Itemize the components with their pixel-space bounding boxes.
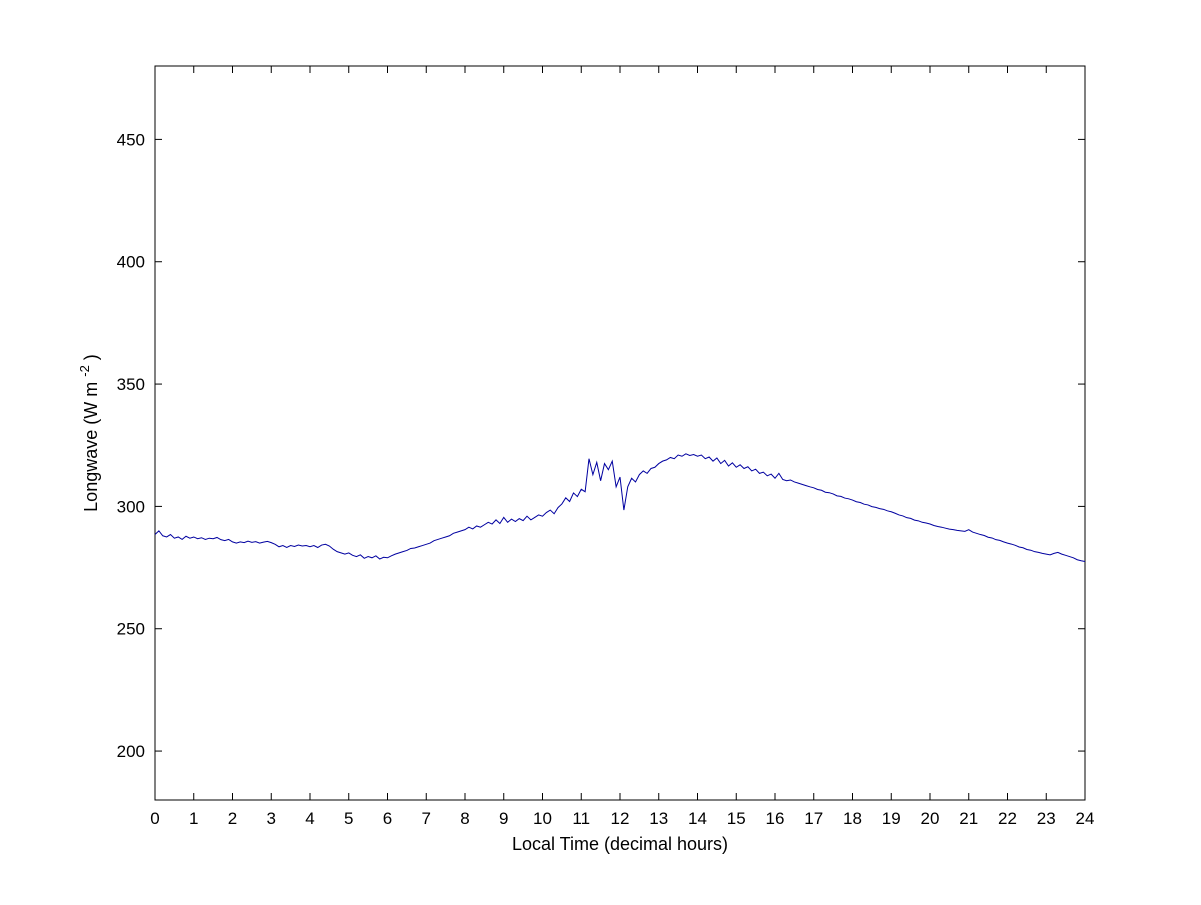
x-tick-label: 2	[228, 809, 237, 828]
x-tick-label: 10	[533, 809, 552, 828]
y-tick-labels: 200 250 300 350 400 450	[117, 130, 145, 761]
x-tick-label: 13	[649, 809, 668, 828]
x-tick-label: 19	[882, 809, 901, 828]
y-tick-label: 350	[117, 375, 145, 394]
x-tick-label: 1	[189, 809, 198, 828]
x-tick-label: 4	[305, 809, 314, 828]
y-tick-label: 300	[117, 497, 145, 516]
y-tick-label: 400	[117, 253, 145, 272]
x-tick-label: 3	[267, 809, 276, 828]
y-tick-label: 200	[117, 742, 145, 761]
y-axis-label-suffix: )	[81, 354, 101, 360]
x-tick-label: 11	[572, 809, 590, 828]
x-tick-label: 5	[344, 809, 353, 828]
y-axis-label-prefix: Longwave (W m	[81, 382, 101, 512]
x-tick-label: 22	[998, 809, 1017, 828]
x-tick-label: 14	[688, 809, 707, 828]
y-tick-label: 250	[117, 620, 145, 639]
data-line	[154, 453, 1086, 562]
x-tick-label: 24	[1076, 809, 1095, 828]
x-tick-label: 21	[959, 809, 978, 828]
x-tick-label: 18	[843, 809, 862, 828]
plot-area	[154, 65, 1086, 801]
x-tick-label: 6	[383, 809, 392, 828]
x-tick-label: 17	[804, 809, 823, 828]
x-tick-label: 0	[150, 809, 159, 828]
x-axis-label: Local Time (decimal hours)	[512, 834, 728, 854]
x-tick-label: 8	[460, 809, 469, 828]
x-tick-label: 16	[766, 809, 785, 828]
x-tick-label: 15	[727, 809, 746, 828]
x-tick-label: 20	[921, 809, 940, 828]
y-tick-label: 450	[117, 130, 145, 149]
x-tick-label: 9	[499, 809, 508, 828]
axis-ticks	[154, 66, 1086, 800]
x-tick-label: 12	[611, 809, 630, 828]
x-tick-label: 7	[422, 809, 431, 828]
x-tick-labels: 0 1 2 3 4 5 6 7 8 9 10 11 12 13 14 15 16 17 18 19 20 21 22 23 24	[150, 809, 1094, 828]
y-axis-label-superscript: -2	[77, 365, 92, 377]
x-tick-label: 23	[1037, 809, 1056, 828]
y-axis-label: Longwave (W m -2 )	[73, 354, 101, 512]
